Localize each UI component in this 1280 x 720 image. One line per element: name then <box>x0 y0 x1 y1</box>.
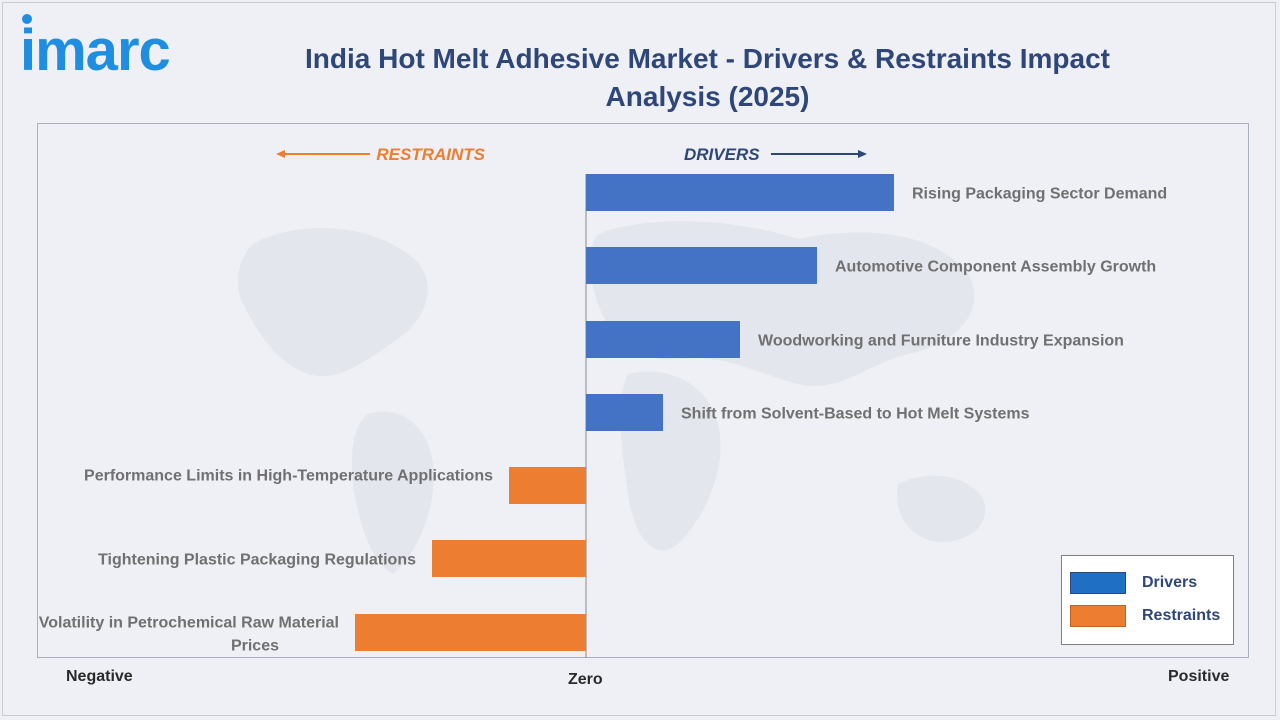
legend-label-drivers: Drivers <box>1142 574 1198 591</box>
chart-title: India Hot Melt Adhesive Market - Drivers… <box>305 43 1110 112</box>
plot-area: Rising Packaging Sector Demand Automotive… <box>37 123 1249 658</box>
legend-swatch-drivers <box>1070 572 1126 594</box>
driver-bar-2 <box>586 247 817 284</box>
legend: Drivers Restraints <box>1061 555 1234 645</box>
driver-label-2: Automotive Component Assembly Growth <box>835 259 1156 276</box>
imarc-logo: imarc <box>20 14 171 82</box>
negative-axis-label: Negative <box>66 668 133 685</box>
restraint-label-1: Performance Limits in High-Temperature A… <box>84 468 493 485</box>
positive-axis-label: Positive <box>1168 668 1230 685</box>
drivers-arrowhead <box>858 150 867 158</box>
restraint-label-2: Tightening Plastic Packaging Regulations <box>98 552 416 569</box>
restraints-direction-label: RESTRAINTS <box>376 145 485 164</box>
direction-indicators: RESTRAINTS DRIVERS <box>276 145 867 164</box>
legend-item-drivers: Drivers <box>1070 572 1230 596</box>
world-map-watermark <box>237 221 986 574</box>
svg-text:imarc: imarc <box>20 18 170 82</box>
bars-group: Rising Packaging Sector Demand Automotive… <box>39 174 1167 655</box>
legend-item-restraints: Restraints <box>1070 605 1230 629</box>
drivers-direction-label: DRIVERS <box>684 145 760 164</box>
restraint-bar-3 <box>355 614 586 651</box>
restraints-arrowhead <box>276 150 285 158</box>
driver-bar-4 <box>586 394 663 431</box>
driver-bar-3 <box>586 321 740 358</box>
restraint-bar-2 <box>432 540 586 577</box>
restraint-label-3: Volatility in Petrochemical Raw Material… <box>39 615 339 655</box>
driver-label-1: Rising Packaging Sector Demand <box>912 186 1167 203</box>
driver-label-3: Woodworking and Furniture Industry Expan… <box>758 333 1124 350</box>
zero-axis-label: Zero <box>568 671 603 688</box>
restraint-bar-1 <box>509 467 586 504</box>
legend-swatch-restraints <box>1070 605 1126 627</box>
chart-svg: Rising Packaging Sector Demand Automotive… <box>39 145 1167 658</box>
driver-label-4: Shift from Solvent-Based to Hot Melt Sys… <box>681 406 1030 423</box>
driver-bar-1 <box>586 174 894 211</box>
legend-label-restraints: Restraints <box>1142 607 1221 624</box>
